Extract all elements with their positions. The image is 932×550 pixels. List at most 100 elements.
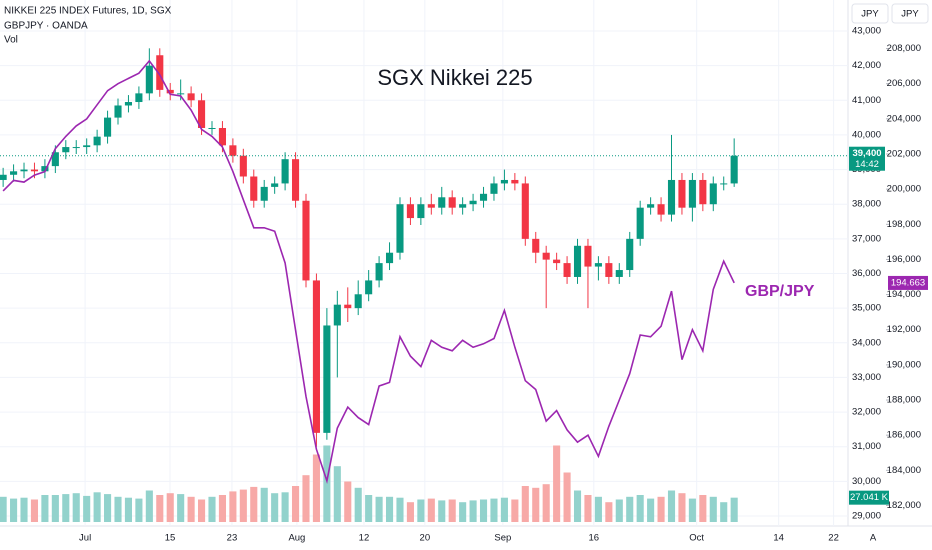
volume-bar <box>469 500 477 522</box>
y2-tick-label: 202,000 <box>887 149 921 160</box>
candle-body <box>385 252 394 264</box>
volume-bar <box>20 497 28 522</box>
volume-bar <box>166 493 174 522</box>
volume-bar <box>417 499 425 522</box>
candle-body <box>302 200 310 281</box>
y2-tick-label: 200,000 <box>887 184 921 195</box>
overlay-last-label: 194.663 <box>891 277 925 288</box>
candle-body <box>166 89 174 94</box>
candle-body <box>720 183 728 185</box>
volume-bar <box>104 494 112 522</box>
volume-bar <box>145 490 153 522</box>
volume-bar <box>30 499 39 522</box>
y2-tick-label: 204,000 <box>887 113 921 124</box>
annotation: GBP/JPY <box>745 283 815 300</box>
candle-body <box>532 238 540 253</box>
volume-bar <box>83 495 91 522</box>
volume-bar <box>135 498 143 522</box>
volume-bar <box>218 495 226 522</box>
candle-body <box>605 263 613 277</box>
candle-body <box>573 245 582 277</box>
currency-button[interactable] <box>891 3 929 24</box>
candle-body <box>333 304 341 326</box>
y2-tick-label: 186,000 <box>887 430 921 441</box>
x-tick-label: 20 <box>420 533 431 544</box>
scale-mode[interactable]: A <box>870 533 877 544</box>
volume-bar <box>594 496 602 522</box>
candle-body <box>218 128 226 146</box>
candle-body <box>93 136 101 146</box>
y2-tick-label: 190,000 <box>887 359 921 370</box>
volume-bar <box>709 496 717 522</box>
candle-body <box>354 294 362 309</box>
volume-bar <box>385 496 394 522</box>
y-tick-label: 32,000 <box>852 407 881 418</box>
volume-last-box <box>849 490 889 505</box>
candle-body <box>553 259 561 264</box>
candle-body <box>709 183 717 205</box>
candle-body <box>511 179 519 184</box>
volume-bar <box>229 491 237 522</box>
candle-body <box>365 280 373 295</box>
last-price-box <box>849 146 885 171</box>
last-price-label: 39,400 <box>852 148 881 159</box>
y2-tick-label: 196,000 <box>887 254 921 265</box>
candle-body <box>312 280 320 433</box>
candle-body <box>678 179 686 208</box>
x-tick-label: 12 <box>359 533 370 544</box>
volume-bar <box>250 486 258 522</box>
currency-button-label[interactable]: JPY <box>861 9 879 20</box>
candle-body <box>427 204 435 208</box>
currency-button-label[interactable]: JPY <box>901 9 919 20</box>
volume-bar <box>427 498 435 522</box>
volume-bar <box>323 445 331 522</box>
candle-body <box>51 152 59 167</box>
volume-bar <box>365 495 373 522</box>
candle-body <box>187 93 195 101</box>
y-tick-label: 33,000 <box>852 372 881 383</box>
volume-bar <box>260 487 268 522</box>
candle-body <box>323 325 331 433</box>
header-line: NIKKEI 225 INDEX Futures, 1D, SGX <box>4 6 172 17</box>
candle-body <box>156 55 164 90</box>
candle-body <box>500 179 508 184</box>
candle-body <box>41 166 49 172</box>
candle-body <box>10 171 18 175</box>
candle-body <box>647 204 655 208</box>
candle-body <box>145 65 153 94</box>
candle-body <box>177 93 185 95</box>
overlay-line <box>2 59 735 485</box>
volume-bar <box>542 484 550 522</box>
x-tick-label: 14 <box>773 533 784 544</box>
y2-tick-label: 206,000 <box>887 78 921 89</box>
y-tick-label: 41,000 <box>852 95 881 106</box>
candle-body <box>626 238 634 271</box>
volume-bar <box>177 494 185 522</box>
volume-bar <box>312 454 320 522</box>
currency-button[interactable] <box>851 3 889 24</box>
candle-body <box>104 117 112 137</box>
volume-bar <box>511 499 519 522</box>
volume-bar <box>699 495 707 522</box>
volume <box>0 445 738 522</box>
volume-bar <box>605 502 613 522</box>
header-line: GBPJPY · OANDA <box>4 21 88 32</box>
candle-body <box>229 145 237 156</box>
candle-body <box>469 200 477 205</box>
x-tick-label: Oct <box>689 533 704 544</box>
volume-bar <box>615 499 623 522</box>
y-tick-label: 38,000 <box>852 199 881 210</box>
candle-body <box>657 204 665 215</box>
candle-body <box>417 204 425 219</box>
volume-bar <box>281 492 289 522</box>
candle-body <box>479 193 488 201</box>
candle-body <box>396 204 404 253</box>
candle-body <box>688 179 696 208</box>
chart-title: SGX Nikkei 225 <box>377 65 532 90</box>
candle-body <box>667 179 676 215</box>
volume-bar <box>396 497 404 522</box>
grid <box>0 0 848 526</box>
candle-body <box>260 186 268 201</box>
candle-body <box>30 169 39 172</box>
y2-tick-label: 208,000 <box>887 43 921 54</box>
